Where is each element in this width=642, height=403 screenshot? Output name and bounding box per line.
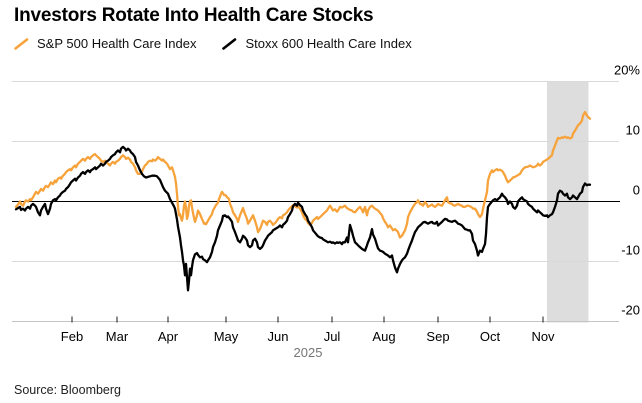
chart-legend: S&P 500 Health Care Index Stoxx 600 Heal… — [14, 36, 412, 51]
y-tick-label--20: -20 — [621, 303, 640, 318]
source-attribution: Source: Bloomberg — [14, 383, 122, 397]
x-tick-label-Nov: Nov — [531, 329, 555, 344]
legend-item-stoxx600-health-care: Stoxx 600 Health Care Index — [222, 36, 412, 51]
x-tick-label-Mar: Mar — [106, 329, 129, 344]
legend-line-marker-icon — [222, 37, 237, 50]
x-tick-label-Aug: Aug — [372, 329, 395, 344]
legend-line-marker-icon — [14, 37, 29, 50]
y-tick-label--10: -10 — [621, 243, 640, 258]
x-tick-label-Jun: Jun — [268, 329, 289, 344]
x-axis-year-label: 2025 — [294, 345, 323, 360]
x-tick-label-Feb: Feb — [61, 329, 83, 344]
x-tick-label-Apr: Apr — [158, 329, 179, 344]
legend-item-sp500-health-care: S&P 500 Health Care Index — [14, 36, 196, 51]
x-tick-label-Jul: Jul — [324, 329, 341, 344]
series-line-sp500-health-care — [14, 110, 592, 239]
y-tick-label-0: 0 — [633, 183, 640, 198]
legend-label: S&P 500 Health Care Index — [37, 36, 197, 51]
legend-label: Stoxx 600 Health Care Index — [245, 36, 412, 51]
series-line-stoxx600-health-care — [14, 145, 592, 292]
y-tick-label-10: 10 — [626, 123, 640, 138]
x-tick-label-Oct: Oct — [480, 329, 501, 344]
chart-title: Investors Rotate Into Health Care Stocks — [14, 5, 374, 26]
x-tick-label-Sep: Sep — [426, 329, 449, 344]
y-tick-label-20%: 20% — [614, 63, 640, 78]
x-tick-label-May: May — [214, 329, 239, 344]
